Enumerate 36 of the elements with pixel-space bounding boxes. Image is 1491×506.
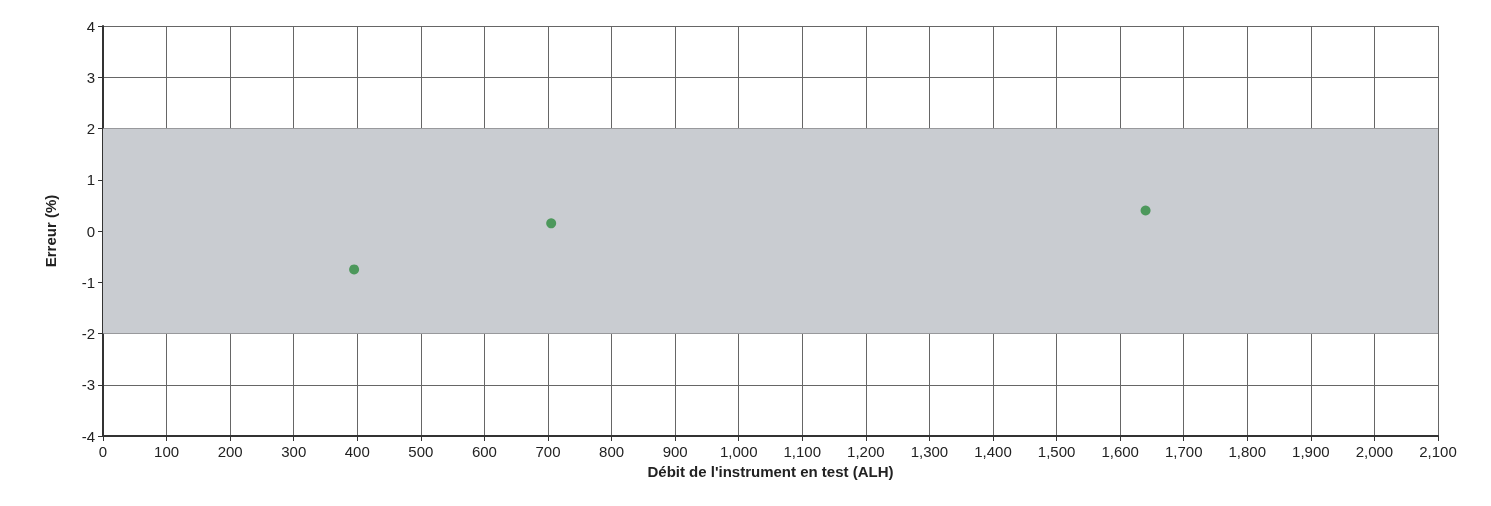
x-tick-label: 700	[535, 443, 561, 460]
x-tick-label: 600	[471, 443, 497, 460]
y-tick-label: -3	[81, 376, 95, 394]
point	[1140, 205, 1151, 216]
x-tick-label: 1,200	[847, 443, 885, 460]
x-tick-label: 2,100	[1419, 443, 1457, 460]
x-axis-title: Débit de l'instrument en test (ALH)	[647, 462, 894, 480]
y-tick-label: 0	[86, 222, 95, 240]
y-tick-label: 2	[86, 120, 95, 137]
x-tick-label: 800	[599, 443, 625, 460]
x-tick-label: 400	[344, 443, 370, 460]
x-tick-label: 1,600	[1101, 443, 1139, 460]
x-tick-label: 0	[98, 443, 108, 460]
point	[546, 218, 557, 229]
x-tick-label: 1,400	[974, 443, 1012, 460]
y-tick-label: -4	[81, 427, 95, 445]
x-tick-label: 1,100	[783, 443, 822, 460]
x-tick-label: 900	[662, 443, 688, 460]
point	[349, 264, 360, 275]
x-tick-label: 500	[408, 443, 434, 460]
x-tick-label: 1,000	[719, 443, 758, 460]
x-tick-label: 1,700	[1164, 443, 1203, 460]
y-tick-label: 3	[86, 68, 95, 86]
x-tick-label: 1,500	[1037, 443, 1076, 460]
y-tick-label: -2	[81, 325, 95, 342]
y-axis-title: Erreur (%)	[42, 194, 59, 268]
x-tick-label: 200	[217, 443, 243, 460]
y-tick-label: 1	[86, 171, 95, 189]
x-tick-label: 1,800	[1228, 443, 1267, 460]
y-tick-label: -1	[81, 273, 95, 291]
x-tick-label: 1,300	[910, 443, 949, 460]
x-tick-label: 1,900	[1292, 443, 1330, 460]
x-tick-label: 100	[154, 443, 180, 460]
x-tick-label: 300	[281, 443, 307, 460]
x-tick-label: 2,000	[1355, 443, 1394, 460]
y-tick-label: 4	[86, 17, 95, 35]
